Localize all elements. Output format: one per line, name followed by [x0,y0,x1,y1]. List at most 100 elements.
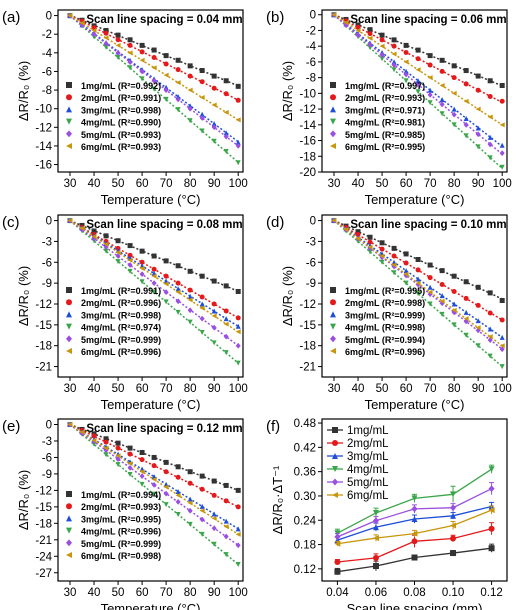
data-point [187,307,193,314]
data-point [235,139,241,145]
y-tick-label: 0 [46,11,52,23]
legend-label: 4mg/mL (R²=0.990) [81,118,161,128]
data-point [475,343,481,349]
data-point [235,562,241,568]
fit-line [333,14,503,104]
data-point [103,445,109,451]
data-point [415,267,421,273]
legend-label: 5mg/mL (R²=0.985) [345,130,425,140]
y-tick-label: -3 [306,236,316,248]
data-point [211,515,217,521]
legend-marker [66,94,72,101]
x-tick-label: 70 [424,178,437,190]
x-tick-label: 60 [136,587,149,599]
data-point [127,451,133,457]
data-point [427,289,433,295]
data-point [439,57,445,63]
data-point [439,97,445,103]
data-point [67,13,73,19]
data-point [139,449,145,455]
data-point [487,134,493,140]
data-point [139,457,145,463]
data-point [499,343,505,349]
data-point [499,298,505,304]
x-tick-label: 0.04 [326,587,349,599]
data-point [235,117,241,123]
data-point [487,290,493,296]
data-point [187,268,193,274]
y-tick-label: 0.12 [294,564,316,576]
data-point [450,522,457,529]
y-tick-label: -6 [42,452,52,464]
data-point [127,65,133,71]
data-point [343,227,349,233]
legend-label: 6mg/mL (R²=0.996) [81,347,161,357]
data-point [475,144,481,150]
x-tick-label: 30 [64,383,77,395]
data-point [223,518,229,524]
data-point [379,259,385,265]
data-point [427,275,433,281]
panel-d: (d) Scan line spacing = 0.10 mm 30 40 50 60 70… [266,214,512,412]
data-point [391,253,397,259]
legend-label: 1mg/mL (R²=0.995) [345,286,425,296]
y-tick-label: -18 [35,518,52,530]
y-tick-label: -10 [35,104,52,116]
panel-label: (d) [266,214,284,231]
data-point [115,440,121,446]
data-point [450,535,457,542]
data-point [199,128,205,134]
panel-label: (c) [2,214,20,231]
series-6 [67,13,241,123]
data-point [79,225,85,231]
data-point [103,439,109,445]
data-point [127,42,133,48]
x-tick-label: 0.10 [442,587,464,599]
data-point [235,329,241,335]
data-point [151,253,157,259]
data-point [127,59,133,66]
data-point [163,281,169,287]
x-axis-label: Temperature (°C) [365,397,465,412]
x-tick-label: 60 [400,383,413,395]
data-point [223,91,229,97]
data-point [499,82,505,88]
data-point [355,231,361,237]
data-point [331,218,337,224]
data-point [463,98,469,104]
data-point [427,262,433,268]
plot-frame [321,214,508,378]
data-point [235,360,241,366]
data-point [67,421,73,427]
y-tick-label: -15 [35,320,52,332]
panel-e: (e) Scan line spacing = 0.12 mm 30 40 50 60 70… [2,418,248,610]
data-point [103,30,109,36]
data-point [235,542,241,549]
y-tick-label: -9 [42,278,52,290]
plot-frame [57,214,244,378]
data-point [199,315,205,322]
fit-line [69,14,239,101]
data-point [115,462,121,468]
x-tick-label: 60 [400,178,413,190]
data-point [163,299,169,305]
data-point [499,98,505,104]
data-point [127,268,133,274]
data-point [139,469,145,475]
plot-title: Scan line spacing = 0.10 mm [350,219,506,231]
y-axis-label: ΔR/R₀ (%) [280,266,295,326]
data-point [223,133,229,140]
data-point [450,504,457,512]
data-point [79,20,85,26]
panel-c: (c) Scan line spacing = 0.08 mm 30 40 50 60 70… [2,214,248,412]
x-tick-label: 100 [493,178,512,190]
data-point [163,258,169,264]
data-point [103,35,109,41]
data-point [415,67,421,73]
data-point [235,504,241,510]
data-point [127,243,133,249]
legend-marker [66,143,72,149]
x-tick-label: 100 [229,383,248,395]
data-point [411,554,418,561]
